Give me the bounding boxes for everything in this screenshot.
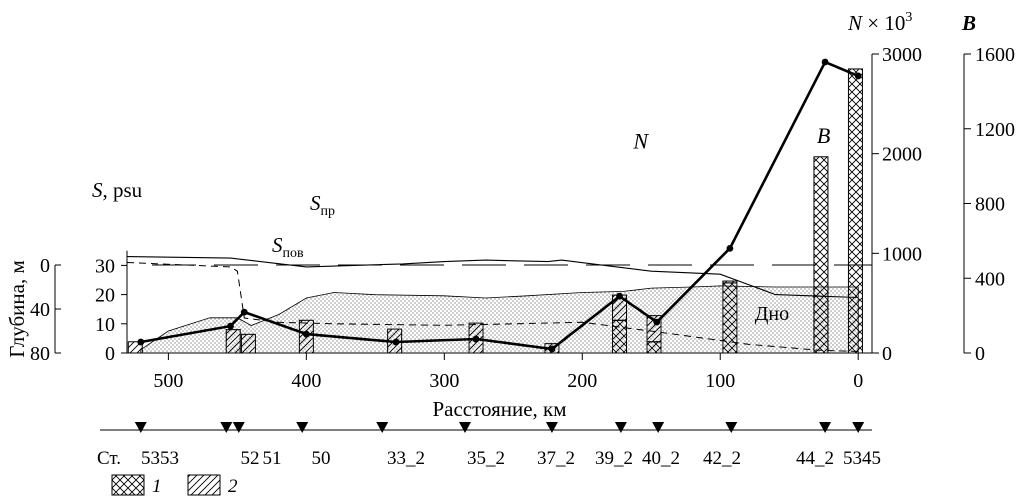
series-2-point-11 (854, 72, 862, 80)
depth-axis-label: Глубина, м (5, 260, 29, 358)
legend-label-1: 2 (228, 476, 238, 497)
station-label-8: 40_2 (642, 448, 680, 469)
station-label-0: 5353 (141, 448, 179, 469)
salinity-axis-label: S, psu (92, 178, 143, 202)
series-2-point-3 (302, 330, 310, 338)
stations-prefix: Ст. (97, 448, 121, 469)
station-label-2: 51 (263, 448, 282, 469)
annotation-b: B (817, 123, 830, 148)
station-label-11: 5345 (843, 448, 881, 469)
station-label-1: 52 (241, 448, 260, 469)
station-marker-7 (614, 422, 627, 433)
station-marker-11 (852, 422, 865, 433)
series-2-point-4 (392, 338, 400, 346)
station-label-9: 42_2 (703, 448, 741, 469)
series-line-0 (126, 256, 859, 299)
n-tick-label-0: 0 (882, 343, 892, 365)
annotation-n: N (632, 129, 649, 154)
station-marker-9 (725, 422, 738, 433)
station-label-7: 39_2 (595, 448, 633, 469)
station-marker-0 (134, 422, 147, 433)
n-axis-label: N × 103 (847, 10, 912, 35)
station-marker-3 (296, 422, 309, 433)
depth-tick-label-0: 0 (40, 255, 50, 277)
x-tick-label-0: 500 (153, 370, 183, 392)
b-tick-label-3: 1200 (975, 119, 1015, 141)
b-axis-label: B (961, 11, 976, 35)
x-tick-label-4: 100 (705, 370, 735, 392)
bar-hatch2-2 (240, 333, 256, 354)
n-tick-label-2: 2000 (882, 144, 922, 166)
b-tick-label-4: 1600 (975, 44, 1015, 66)
station-label-10: 44_2 (796, 448, 834, 469)
legend-swatch-1 (187, 474, 221, 496)
series-label-s-pr: Sпр (310, 191, 335, 219)
depth-tick-label-2: 80 (30, 343, 50, 365)
b-tick-label-2: 800 (975, 194, 1005, 216)
salinity-tick-label-0: 0 (105, 343, 115, 365)
bar-biomass-11 (847, 68, 863, 354)
series-2-point-6 (548, 345, 556, 353)
station-label-4: 33_2 (387, 448, 425, 469)
x-tick-label-2: 300 (429, 370, 459, 392)
bar-biomass-8 (646, 341, 662, 354)
series-2-point-0 (137, 338, 145, 346)
x-tick-label-1: 400 (291, 370, 321, 392)
b-tick-label-1: 400 (975, 268, 1005, 290)
bottom-profile-label: Дно (755, 303, 789, 325)
bar-biomass-7 (612, 319, 628, 354)
station-label-6: 37_2 (537, 448, 575, 469)
station-marker-4 (376, 422, 389, 433)
n-tick-label-3: 3000 (882, 44, 922, 66)
station-marker-5 (459, 422, 472, 433)
x-tick-label-3: 200 (567, 370, 597, 392)
salinity-tick-label-2: 20 (95, 285, 115, 307)
n-tick-label-1: 1000 (882, 243, 922, 265)
station-marker-2 (232, 422, 245, 433)
legend-label-0: 1 (152, 476, 162, 497)
salinity-tick-label-1: 10 (95, 314, 115, 336)
depth-tick-label-1: 40 (30, 299, 50, 321)
series-line-1 (126, 262, 859, 352)
series-2-point-9 (726, 244, 734, 252)
series-label-s-pov: Sпов (272, 233, 304, 261)
bar-hatch2-1 (225, 329, 241, 354)
series-2-point-8 (653, 318, 661, 326)
salinity-tick-label-3: 30 (95, 255, 115, 277)
bar-biomass-10 (813, 156, 829, 354)
x-axis-label: Расстояние, км (432, 397, 566, 421)
station-marker-1 (220, 422, 233, 433)
bar-hatch2-9 (722, 280, 738, 284)
series-2-point-10 (821, 58, 829, 66)
series-2-point-1 (227, 322, 234, 330)
station-label-3: 50 (312, 448, 331, 469)
station-marker-6 (545, 422, 558, 433)
station-label-5: 35_2 (467, 448, 505, 469)
x-tick-label-5: 0 (853, 370, 863, 392)
station-marker-10 (819, 422, 832, 433)
legend-swatch-0 (111, 474, 145, 496)
series-2-point-7 (616, 292, 623, 300)
series-2-point-2 (240, 308, 248, 316)
series-2-point-5 (472, 335, 480, 343)
b-tick-label-0: 0 (975, 343, 985, 365)
station-marker-8 (652, 422, 665, 433)
